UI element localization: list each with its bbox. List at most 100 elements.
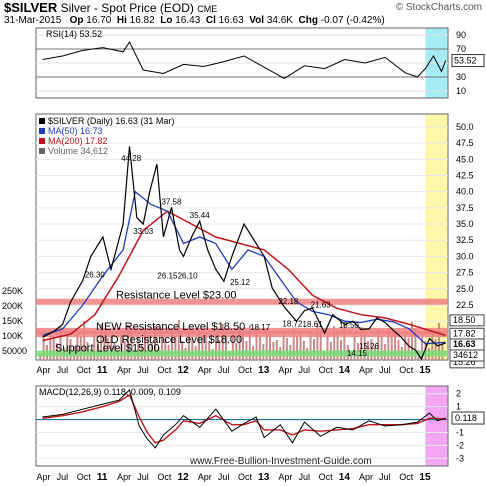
volume-bar	[137, 337, 140, 360]
x-axis-label: Oct	[319, 365, 334, 375]
close-label: Cl	[205, 15, 216, 26]
x-axis-label: 12	[178, 365, 190, 376]
low-label: Lo	[160, 15, 173, 26]
volume-bar	[127, 325, 130, 360]
price-tick-label: 30.0	[456, 251, 474, 261]
volume-bar	[160, 331, 163, 360]
level-label: Resistance Level $23.00	[116, 290, 236, 302]
x-axis-label: 11	[97, 472, 108, 483]
volume-bar	[39, 354, 42, 360]
macd-signal-line	[42, 393, 446, 444]
ma200-line	[42, 210, 446, 342]
level-label: NEW Resistance Level $18.50	[96, 321, 245, 333]
macd-line	[42, 388, 446, 449]
price-tick-label: 37.5	[456, 203, 474, 213]
price-annotation: 26.15	[157, 271, 178, 280]
volume-bar	[181, 341, 184, 360]
volume-bar	[390, 335, 393, 360]
volume-bar	[431, 332, 434, 360]
legend-entry: MA(200) 17.82	[48, 136, 108, 146]
macd-tick-label: -1	[456, 427, 464, 437]
volume-bar	[275, 340, 278, 360]
x-axis-label: 15	[419, 472, 431, 483]
level-label: Support Level $15.00	[55, 343, 160, 355]
symbol: $SILVER	[4, 0, 58, 15]
price-tick-label: 32.5	[456, 235, 474, 245]
price-value-label: 15.26	[453, 357, 476, 367]
volume-bar	[201, 337, 204, 360]
volume-bar	[282, 331, 285, 360]
level-band-resistance	[36, 327, 448, 334]
volume-bar	[100, 324, 103, 360]
volume-bar	[269, 335, 271, 360]
volume-bar	[309, 332, 312, 360]
rsi-tick-label: 10	[456, 86, 466, 96]
volume-bar	[93, 333, 96, 360]
volume-bar	[164, 338, 167, 360]
x-axis-label: 15	[419, 365, 431, 376]
rsi-value-label: 53.52	[454, 56, 477, 66]
x-axis-label: Apr	[117, 365, 131, 375]
x-axis-label: Apr	[198, 472, 212, 482]
legend-swatch	[39, 148, 45, 154]
volume-bar	[191, 339, 194, 360]
x-axis-label: Apr	[36, 365, 50, 375]
volume-bar	[231, 336, 234, 360]
price-annotation: 18.17	[250, 323, 271, 332]
volume-bar	[411, 322, 413, 360]
volume-bar	[319, 330, 322, 360]
volume-bar	[238, 327, 241, 360]
chart-title: $SILVER Silver - Spot Price (EOD) CME	[4, 0, 217, 15]
volume-value: 34.6K	[266, 15, 293, 26]
volume-bar	[221, 324, 224, 360]
volume-bar	[377, 330, 380, 360]
volume-bar	[407, 338, 410, 360]
x-axis-label: Oct	[157, 472, 172, 482]
price-annotation: 15.26	[359, 342, 380, 351]
volume-bar	[130, 332, 133, 360]
volume-bar	[245, 341, 248, 360]
volume-bar	[367, 341, 369, 360]
volume-bar	[340, 340, 342, 360]
volume-bar	[198, 330, 201, 360]
price-tick-label: 42.5	[456, 171, 474, 181]
volume-bar	[370, 339, 373, 360]
volume-bar	[387, 328, 390, 360]
macd-tick-label: 1	[456, 402, 461, 412]
price-annotation: 18.61	[303, 320, 324, 329]
x-axis-label: 14	[339, 472, 351, 483]
x-axis-label: Jul	[218, 472, 230, 482]
x-axis-label: Jul	[57, 472, 69, 482]
volume-bar	[336, 333, 339, 360]
volume-bar	[225, 331, 228, 360]
volume-label: Vol	[249, 15, 265, 26]
volume-bar	[123, 341, 126, 360]
volume-bar	[106, 338, 109, 360]
legend-swatch	[39, 118, 45, 124]
price-value-tag	[449, 349, 485, 362]
volume-bar	[83, 321, 86, 360]
volume-bar	[316, 323, 319, 360]
volume-bar	[292, 329, 295, 360]
price-tick-label: 22.5	[456, 300, 474, 310]
volume-bar	[285, 338, 288, 360]
price-annotation: 25.12	[230, 278, 251, 287]
volume-bar	[248, 325, 251, 360]
x-axis-label: Oct	[238, 472, 253, 482]
volume-bar	[59, 327, 62, 360]
volume-bar	[265, 328, 268, 360]
legend-swatch	[39, 138, 45, 144]
close-value: 16.63	[218, 15, 244, 26]
legend-entry: Volume 34,612	[48, 146, 108, 156]
volume-bar	[52, 336, 55, 360]
ma50-line	[42, 190, 446, 345]
high-value: 16.82	[129, 15, 155, 26]
volume-bar	[343, 324, 346, 360]
level-band-support	[36, 350, 448, 357]
volume-bar	[218, 340, 221, 360]
change-label: Chg	[298, 15, 318, 26]
price-value-label: 17.82	[453, 328, 476, 338]
price-tick-label: 27.5	[456, 268, 474, 278]
x-axis-label: Oct	[399, 472, 414, 482]
x-axis-label: Apr	[278, 365, 292, 375]
